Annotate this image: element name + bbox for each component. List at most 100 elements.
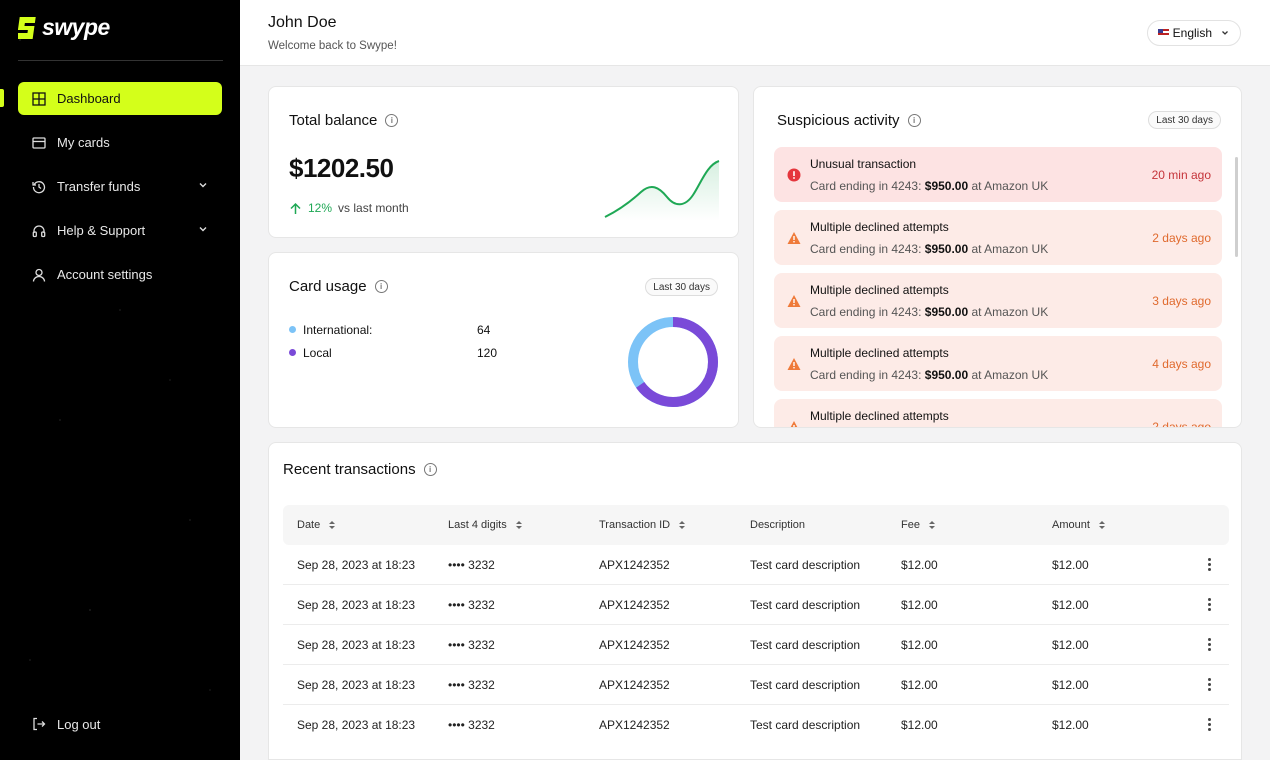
cell-amount: $12.00 (1052, 597, 1089, 612)
activity-time: 2 days ago (1152, 420, 1211, 428)
swype-logo-icon (18, 16, 36, 39)
cell-fee: $12.00 (901, 718, 938, 732)
cell-transaction-id: APX1242352 (599, 557, 670, 572)
activity-title: Multiple declined attempts (810, 220, 949, 234)
list-item[interactable]: Multiple declined attempts Card ending i… (774, 336, 1222, 391)
sidebar-item-my-cards[interactable]: My cards (18, 126, 222, 159)
card-usage-title: Card usage i (289, 278, 388, 295)
legend-value: 120 (477, 345, 498, 360)
sidebar-divider (18, 60, 223, 61)
cell-amount: $12.00 (1052, 677, 1089, 692)
sidebar-item-label: My cards (57, 135, 110, 150)
sidebar-item-label: Dashboard (57, 91, 121, 106)
activity-time: 20 min ago (1151, 168, 1211, 182)
cell-last4: •••• 3232 (448, 637, 495, 652)
top-header: John Doe Welcome back to Swype! English (240, 0, 1270, 66)
sort-icon (928, 521, 935, 529)
balance-change: 12% vs last month (289, 201, 409, 215)
sidebar-item-account-settings[interactable]: Account settings (18, 258, 222, 291)
brand-logo[interactable]: swype (18, 14, 110, 41)
activity-title: Unusual transaction (810, 157, 917, 171)
sidebar-nav: Dashboard My cards Transfer funds Help &… (18, 82, 222, 302)
arrow-up-icon (290, 202, 301, 214)
column-header-fee[interactable]: Fee (901, 505, 935, 545)
info-icon[interactable]: i (907, 114, 921, 127)
chevron-down-icon (199, 227, 207, 232)
activity-detail: Card ending in 4243: $950.00 at Amazon U… (810, 242, 1049, 256)
sidebar-item-transfer-funds[interactable]: Transfer funds (18, 170, 222, 203)
activity-time: 4 days ago (1152, 357, 1211, 371)
chevron-down-icon (1222, 31, 1228, 35)
language-select[interactable]: English (1146, 20, 1241, 46)
error-icon (787, 168, 801, 182)
sidebar: swype Dashboard My cards Transfer funds (0, 0, 240, 760)
cell-description: Test card description (750, 718, 861, 732)
more-options-icon[interactable] (1208, 718, 1211, 731)
cell-fee: $12.00 (901, 637, 938, 652)
more-options-icon[interactable] (1208, 558, 1211, 571)
sidebar-item-label: Account settings (57, 267, 153, 282)
card-title-text: Total balance (289, 112, 378, 129)
cell-description: Test card description (750, 677, 861, 692)
logout-button[interactable]: Log out (31, 716, 100, 732)
table-header: Date Last 4 digits Transaction ID Descri… (283, 505, 1229, 545)
total-balance-title: Total balance i (289, 112, 399, 129)
grid-icon (31, 91, 47, 107)
card-title-text: Card usage (289, 278, 367, 295)
list-item[interactable]: Multiple declined attempts Card ending i… (774, 210, 1222, 265)
scrollbar[interactable] (1235, 157, 1238, 257)
column-header-description: Description (750, 519, 806, 531)
legend-dot (289, 349, 296, 356)
cell-last4: •••• 3232 (448, 597, 495, 612)
column-header-last4[interactable]: Last 4 digits (448, 505, 522, 545)
suspicious-list: Unusual transaction Card ending in 4243:… (774, 147, 1222, 428)
table-row[interactable]: Sep 28, 2023 at 18:23 •••• 3232 APX12423… (283, 585, 1229, 625)
legend-value: 64 (477, 322, 491, 337)
suspicious-activity-title: Suspicious activity i (777, 112, 921, 129)
cell-fee: $12.00 (901, 677, 938, 692)
cell-amount: $12.00 (1052, 557, 1089, 572)
activity-detail: Card ending in 4243: $950.00 at Amazon U… (810, 179, 1049, 193)
list-item[interactable]: Multiple declined attempts Card ending i… (774, 273, 1222, 328)
period-badge[interactable]: Last 30 days (1148, 111, 1221, 129)
info-icon[interactable]: i (423, 463, 437, 476)
activity-title: Multiple declined attempts (810, 283, 949, 297)
sidebar-item-label: Help & Support (57, 223, 146, 238)
warning-icon (787, 295, 801, 307)
cell-amount: $12.00 (1052, 637, 1089, 652)
usage-donut-chart (628, 317, 718, 407)
sort-icon (679, 521, 686, 529)
sidebar-item-help-support[interactable]: Help & Support (18, 214, 222, 247)
total-balance-card: Total balance i $1202.50 12% vs last mon… (268, 86, 739, 238)
table-row[interactable]: Sep 28, 2023 at 18:23 •••• 3232 APX12423… (283, 545, 1229, 585)
more-options-icon[interactable] (1208, 678, 1211, 691)
cell-transaction-id: APX1242352 (599, 597, 670, 612)
history-icon (31, 179, 47, 195)
logout-icon (31, 716, 47, 732)
column-header-amount[interactable]: Amount (1052, 505, 1105, 545)
cell-last4: •••• 3232 (448, 718, 495, 732)
cell-description: Test card description (750, 597, 861, 612)
headphones-icon (31, 223, 47, 239)
change-label: vs last month (338, 201, 409, 215)
sidebar-item-dashboard[interactable]: Dashboard (18, 82, 222, 115)
more-options-icon[interactable] (1208, 638, 1211, 651)
info-icon[interactable]: i (385, 114, 399, 127)
sort-icon (515, 521, 522, 529)
list-item[interactable]: Unusual transaction Card ending in 4243:… (774, 147, 1222, 202)
column-header-date[interactable]: Date (297, 505, 336, 545)
recent-transactions-card: Recent transactions i Date Last 4 digits… (268, 442, 1242, 760)
active-indicator (0, 89, 4, 107)
card-title-text: Recent transactions (283, 461, 416, 478)
column-header-transaction-id[interactable]: Transaction ID (599, 505, 686, 545)
welcome-message: Welcome back to Swype! (268, 40, 397, 52)
table-row[interactable]: Sep 28, 2023 at 18:23 •••• 3232 APX12423… (283, 625, 1229, 665)
list-item[interactable]: Multiple declined attempts 2 days ago (774, 399, 1222, 428)
table-row[interactable]: Sep 28, 2023 at 18:23 •••• 3232 APX12423… (283, 705, 1229, 745)
more-options-icon[interactable] (1208, 598, 1211, 611)
balance-sparkline (604, 160, 720, 221)
period-badge[interactable]: Last 30 days (645, 278, 718, 296)
legend-item-international: International: 64 (289, 318, 499, 341)
table-row[interactable]: Sep 28, 2023 at 18:23 •••• 3232 APX12423… (283, 665, 1229, 705)
info-icon[interactable]: i (374, 280, 388, 293)
